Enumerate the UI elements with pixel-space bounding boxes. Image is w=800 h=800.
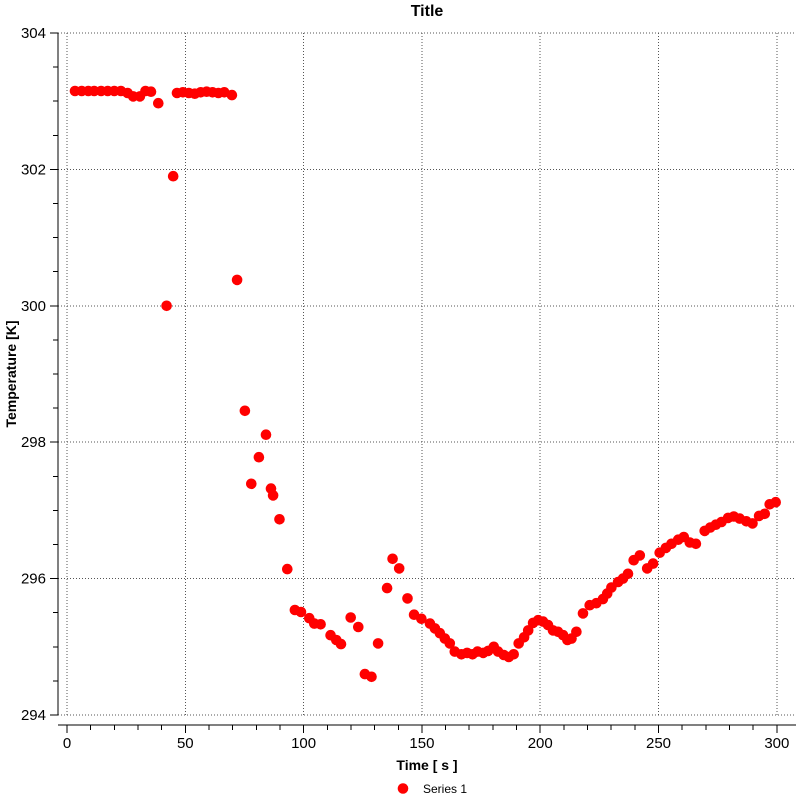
- data-point: [274, 514, 285, 525]
- x-tick-label: 100: [291, 735, 316, 752]
- grid-lines: [58, 32, 796, 716]
- data-point: [295, 606, 307, 618]
- data-point: [387, 553, 398, 565]
- x-tick-label: 50: [177, 735, 194, 752]
- data-point: [231, 274, 243, 286]
- data-point: [226, 89, 238, 101]
- data-point: [282, 563, 293, 575]
- data-point: [167, 170, 179, 182]
- data-point: [622, 568, 634, 580]
- y-tick-label: 300: [21, 298, 46, 315]
- tick-labels: 294 296 298 300 302 304 0 50 100 150 200 250 300: [21, 25, 789, 752]
- x-tick-label: 0: [63, 735, 71, 752]
- x-axis-label: Time [ s ]: [396, 757, 457, 773]
- data-points: [69, 85, 781, 683]
- data-point: [416, 613, 427, 625]
- data-point: [246, 478, 257, 490]
- y-tick-label: 294: [21, 707, 46, 724]
- data-point: [690, 538, 702, 550]
- data-point: [577, 608, 589, 619]
- data-point: [260, 429, 272, 441]
- data-point: [747, 518, 758, 529]
- data-point: [253, 451, 265, 463]
- x-tick-label: 200: [528, 735, 553, 752]
- data-point: [444, 638, 456, 649]
- data-point: [372, 638, 384, 649]
- data-point: [315, 619, 326, 630]
- data-point: [393, 563, 405, 574]
- data-point: [345, 612, 357, 623]
- y-tick-label: 304: [21, 25, 46, 42]
- data-point: [335, 638, 347, 650]
- legend: Series 1: [397, 782, 467, 796]
- y-tick-label: 296: [21, 571, 46, 588]
- legend-label: Series 1: [423, 782, 467, 796]
- data-point: [770, 496, 781, 508]
- data-point: [145, 86, 157, 97]
- y-tick-label: 302: [21, 161, 46, 178]
- y-axis-label: Temperature [K]: [3, 320, 19, 427]
- y-tick-label: 298: [21, 434, 46, 451]
- data-point: [239, 405, 251, 417]
- chart-title: Title: [411, 3, 444, 20]
- data-point: [161, 300, 172, 312]
- data-point: [508, 649, 519, 660]
- x-tick-label: 150: [409, 735, 434, 752]
- data-point: [634, 550, 646, 561]
- legend-marker-icon: [397, 783, 409, 794]
- data-point: [571, 626, 582, 638]
- data-point: [267, 490, 279, 501]
- data-point: [153, 97, 164, 109]
- data-point: [402, 593, 413, 604]
- data-point: [353, 621, 364, 633]
- data-point: [366, 671, 377, 683]
- x-tick-label: 250: [646, 735, 671, 752]
- data-point: [522, 625, 534, 636]
- data-point: [647, 558, 659, 569]
- data-point: [759, 508, 771, 520]
- data-point: [381, 582, 393, 594]
- x-tick-label: 300: [764, 735, 789, 752]
- axes-and-ticks: [50, 32, 796, 733]
